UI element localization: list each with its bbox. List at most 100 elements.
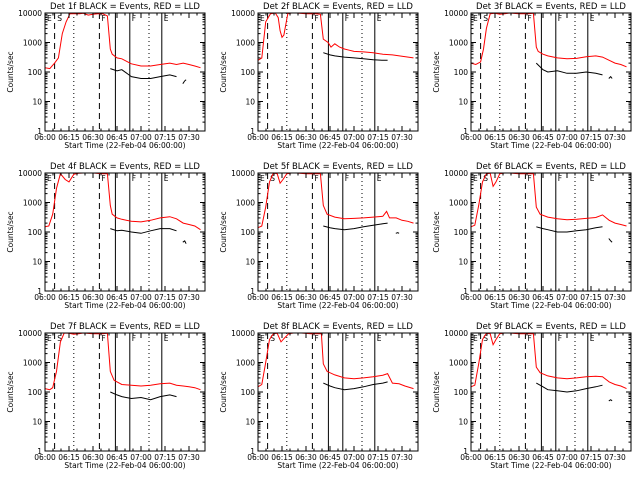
x-tick-label: 06:00 — [460, 453, 482, 462]
panel-title: Det 7f BLACK = Events, RED = LLD — [50, 322, 200, 332]
events-series-line — [182, 79, 187, 84]
segment-marker: E — [473, 174, 478, 183]
segment-marker: S — [483, 14, 488, 23]
segment-marker: E — [47, 174, 52, 183]
x-axis-label: Start Time (22-Feb-04 06:00:00) — [277, 461, 398, 470]
x-tick-label: 06:00 — [460, 133, 482, 142]
x-tick-label: 06:45 — [532, 453, 554, 462]
x-axis-label: Start Time (22-Feb-04 06:00:00) — [64, 301, 185, 310]
segment-marker: F — [132, 334, 136, 343]
y-tick-label: 1000 — [449, 359, 468, 368]
segment-marker: E — [377, 174, 382, 183]
panel-title: Det 4f BLACK = Events, RED = LLD — [50, 162, 200, 172]
y-tick-label: 100 — [454, 388, 469, 397]
y-tick-label: 1 — [250, 287, 255, 296]
segment-marker: S — [483, 334, 488, 343]
segment-marker: E — [164, 334, 169, 343]
segment-marker: E — [260, 334, 265, 343]
events-series-line — [182, 240, 187, 244]
segment-marker: F — [558, 334, 562, 343]
lld-series-line — [470, 12, 627, 68]
y-tick-label: 10000 — [444, 169, 468, 178]
x-tick-label: 07:30 — [604, 133, 626, 142]
y-axis-label: Counts/sec — [432, 211, 441, 252]
x-tick-label: 07:30 — [391, 293, 413, 302]
segment-marker: F — [527, 174, 531, 183]
x-tick-label: 06:45 — [106, 293, 128, 302]
segment-marker: E — [164, 14, 169, 23]
x-axis-label: Start Time (22-Feb-04 06:00:00) — [490, 461, 611, 470]
segment-marker: S — [483, 174, 488, 183]
x-tick-label: 07:30 — [178, 293, 200, 302]
lld-series-line — [257, 332, 414, 390]
x-tick-label: 07:00 — [343, 293, 365, 302]
y-tick-label: 100 — [241, 228, 256, 237]
x-axis-label: Start Time (22-Feb-04 06:00:00) — [64, 141, 185, 150]
x-tick-label: 06:15 — [58, 133, 80, 142]
panel-title: Det 2f BLACK = Events, RED = LLD — [263, 2, 413, 12]
segment-marker: F — [558, 14, 562, 23]
x-tick-label: 06:15 — [271, 453, 293, 462]
y-tick-label: 10000 — [231, 329, 255, 338]
y-axis-label: Counts/sec — [219, 371, 228, 412]
segment-marker: F — [101, 14, 105, 23]
segment-marker: E — [260, 174, 265, 183]
events-series-line — [110, 228, 177, 234]
x-tick-label: 07:15 — [580, 293, 602, 302]
segment-marker: F — [345, 14, 349, 23]
x-tick-label: 06:45 — [319, 453, 341, 462]
events-series-line — [323, 381, 388, 391]
x-axis-label: Start Time (22-Feb-04 06:00:00) — [277, 301, 398, 310]
segment-marker: F — [101, 174, 105, 183]
x-tick-label: 07:00 — [343, 133, 365, 142]
segment-marker: F — [314, 174, 318, 183]
panel-title: Det 6f BLACK = Events, RED = LLD — [476, 162, 626, 172]
y-tick-label: 10 — [245, 418, 255, 427]
y-tick-label: 100 — [28, 228, 43, 237]
x-tick-label: 06:15 — [484, 133, 506, 142]
y-tick-label: 100 — [454, 228, 469, 237]
y-tick-label: 1000 — [23, 199, 42, 208]
y-tick-label: 1000 — [449, 39, 468, 48]
x-tick-label: 06:45 — [319, 293, 341, 302]
y-axis-label: Counts/sec — [432, 51, 441, 92]
y-axis-label: Counts/sec — [6, 371, 15, 412]
events-series-line — [110, 391, 177, 401]
y-tick-label: 10 — [458, 258, 468, 267]
x-tick-label: 07:15 — [154, 453, 176, 462]
panel-title: Det 9f BLACK = Events, RED = LLD — [476, 322, 626, 332]
x-tick-label: 07:30 — [178, 453, 200, 462]
x-axis-label: Start Time (22-Feb-04 06:00:00) — [490, 141, 611, 150]
events-series-line — [536, 226, 603, 233]
segment-marker: E — [473, 14, 478, 23]
x-tick-label: 06:45 — [106, 453, 128, 462]
segment-marker: F — [132, 14, 136, 23]
panel-4: Det 4f BLACK = Events, RED = LLD E F F E 1 10 1… — [6, 162, 206, 310]
segment-marker: E — [47, 334, 52, 343]
y-tick-label: 1 — [463, 127, 468, 136]
segment-marker: S — [57, 334, 62, 343]
x-tick-label: 06:45 — [532, 293, 554, 302]
segment-marker: E — [377, 334, 382, 343]
segment-marker: F — [527, 334, 531, 343]
x-tick-label: 07:15 — [367, 133, 389, 142]
x-tick-label: 07:15 — [367, 293, 389, 302]
segment-marker: F — [132, 174, 136, 183]
x-tick-label: 06:30 — [508, 453, 530, 462]
x-tick-label: 07:15 — [154, 133, 176, 142]
segment-marker: F — [345, 334, 349, 343]
segment-marker: E — [590, 334, 595, 343]
y-tick-label: 10 — [32, 98, 42, 107]
x-tick-label: 06:30 — [295, 133, 317, 142]
y-tick-label: 10 — [32, 418, 42, 427]
events-series-line — [323, 52, 388, 61]
x-tick-label: 07:00 — [556, 453, 578, 462]
y-tick-label: 1 — [37, 447, 42, 456]
segment-marker: E — [473, 334, 478, 343]
segment-marker: S — [270, 174, 275, 183]
x-tick-label: 06:30 — [295, 453, 317, 462]
segment-marker: F — [314, 334, 318, 343]
